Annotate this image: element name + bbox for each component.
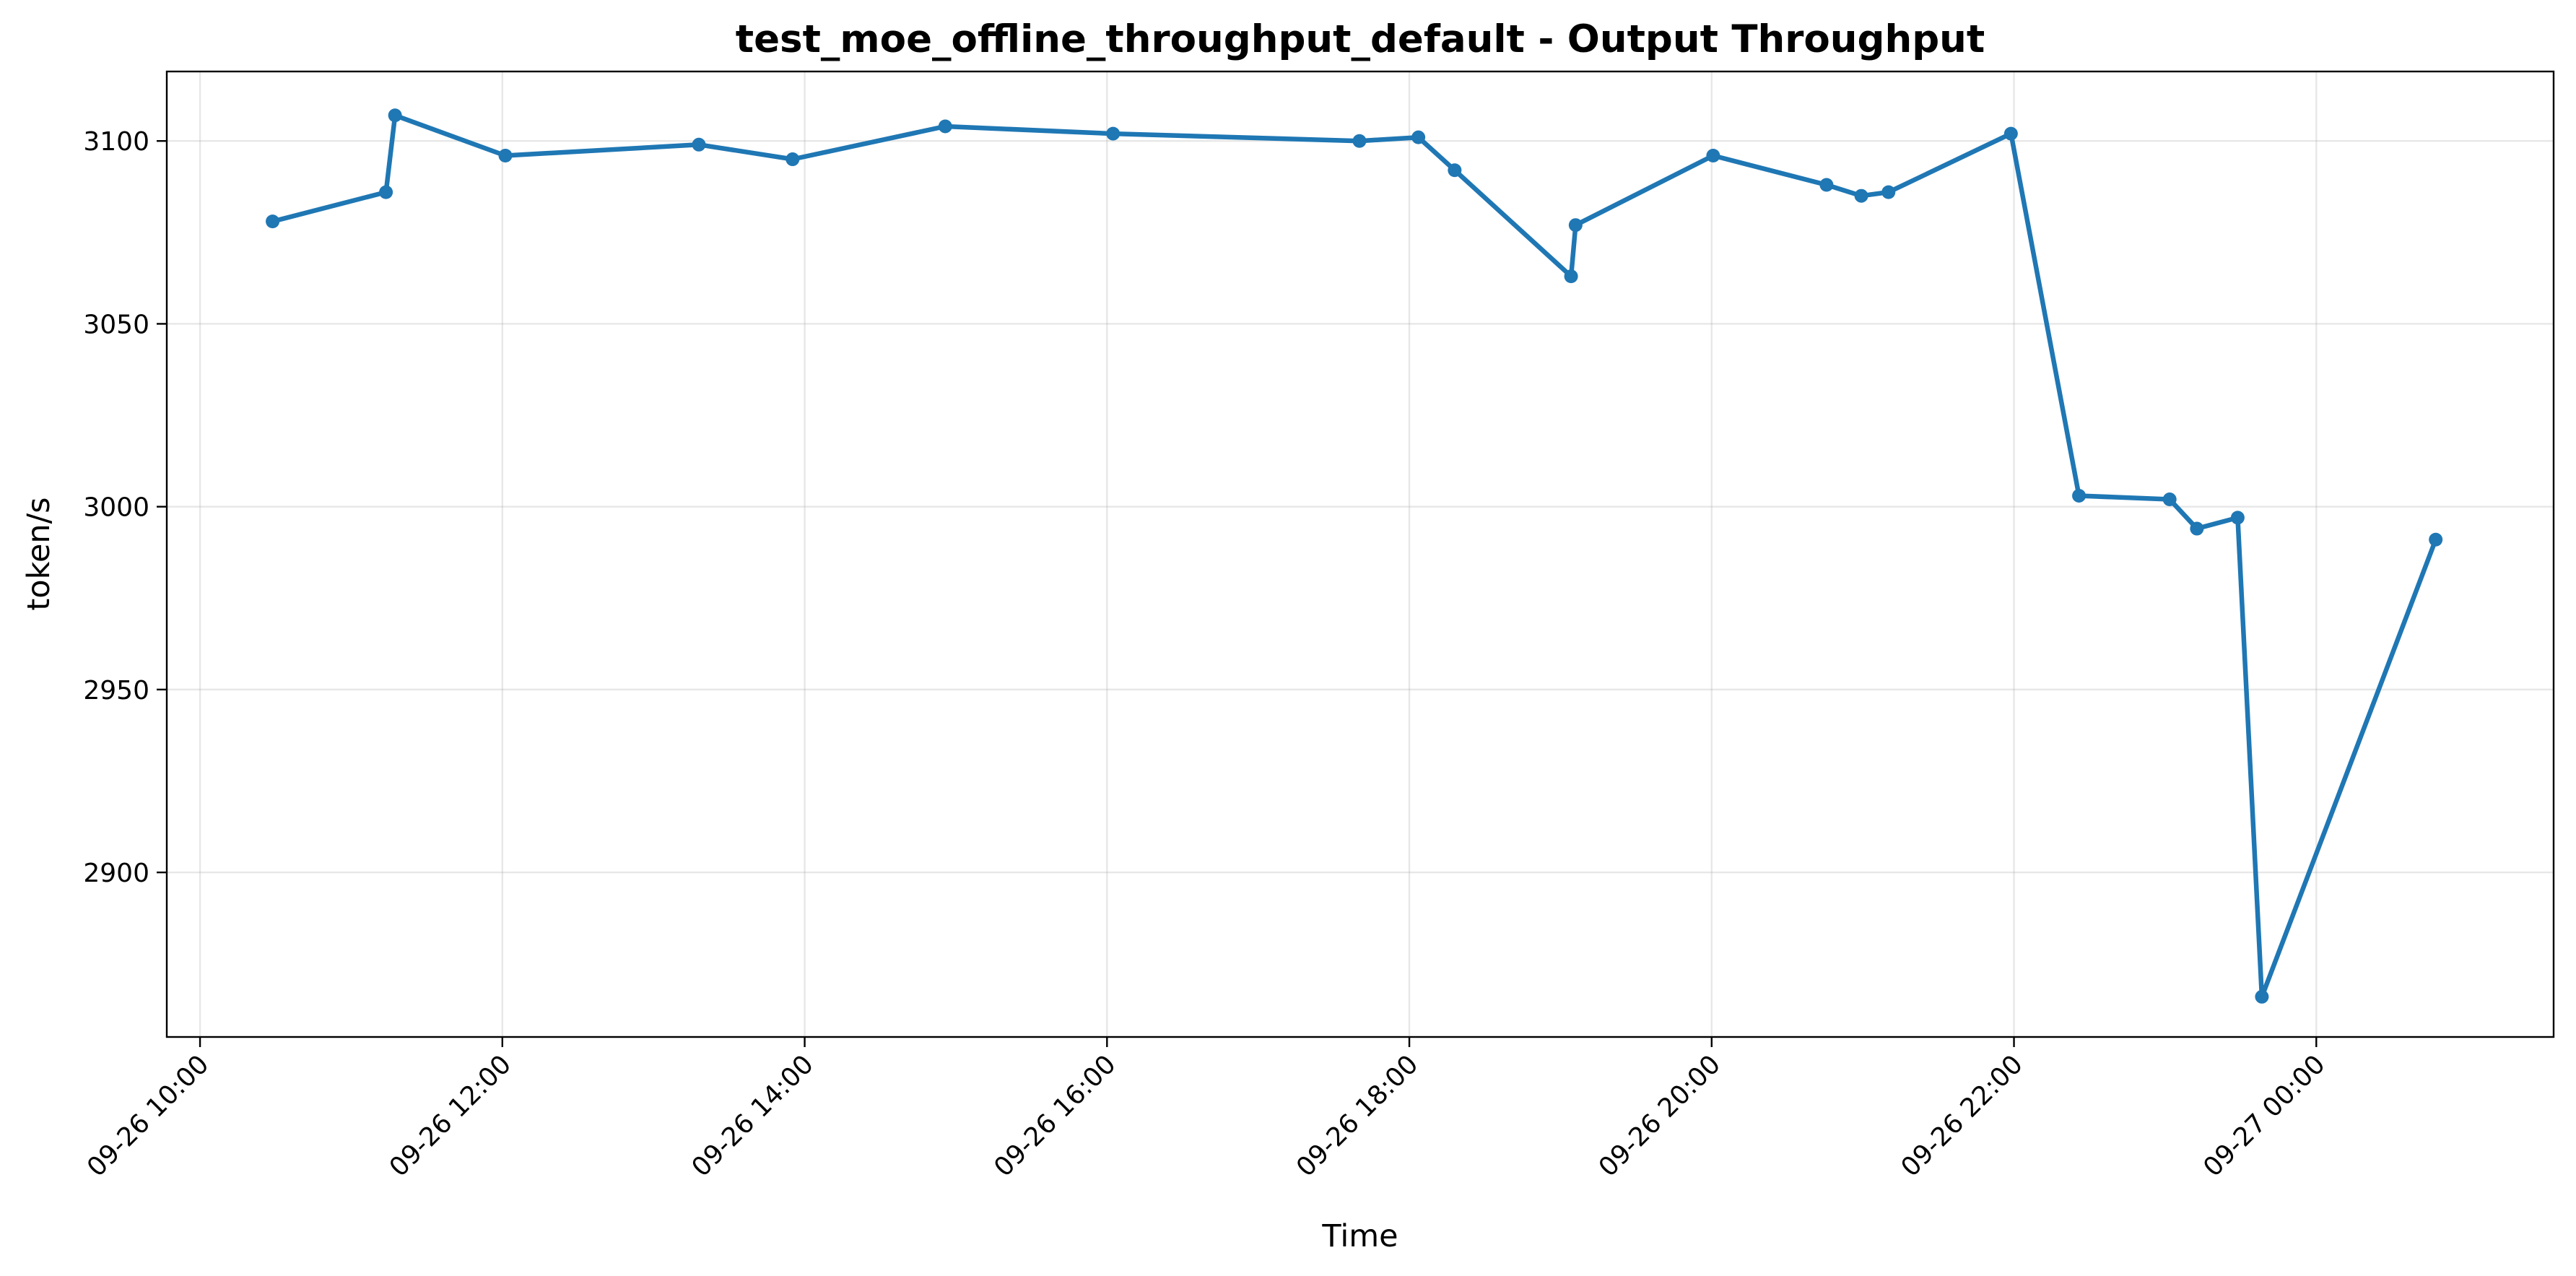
data-point	[1854, 188, 1868, 203]
data-point	[1881, 185, 1896, 199]
data-point	[1352, 134, 1367, 148]
data-point	[786, 152, 800, 167]
data-point	[2190, 521, 2204, 536]
plot-frame	[165, 70, 2555, 1038]
series-layer	[266, 108, 2443, 1004]
y-axis: 2900 2950 3000 3050 3100	[83, 127, 167, 888]
y-axis-label: token/s	[21, 497, 57, 610]
y-tick-label: 2900	[83, 859, 149, 888]
data-point	[1106, 126, 1121, 141]
data-point	[2255, 989, 2269, 1004]
data-point	[1564, 269, 1578, 284]
y-tick-label: 3100	[83, 127, 149, 157]
data-point	[2230, 511, 2245, 525]
chart-title: test_moe_offline_throughput_default - Ou…	[736, 17, 1985, 61]
data-point	[1706, 148, 1720, 162]
data-point	[388, 108, 402, 123]
x-axis-label: Time	[1321, 1218, 1398, 1254]
data-point	[1568, 218, 1583, 233]
grid	[167, 71, 2554, 1037]
y-tick-label: 3050	[83, 310, 149, 339]
data-point	[266, 214, 280, 229]
y-tick-label: 3000	[83, 493, 149, 523]
data-point	[1448, 163, 1462, 178]
data-point	[498, 148, 513, 162]
data-point	[1411, 130, 1426, 144]
y-tick-label: 2950	[83, 676, 149, 706]
data-point	[2072, 488, 2087, 503]
data-point	[1819, 178, 1834, 192]
data-point	[2429, 532, 2443, 547]
data-point	[938, 119, 952, 134]
data-point	[2003, 126, 2018, 141]
data-point	[379, 185, 393, 199]
data-point	[2162, 492, 2177, 507]
data-point	[692, 137, 706, 152]
